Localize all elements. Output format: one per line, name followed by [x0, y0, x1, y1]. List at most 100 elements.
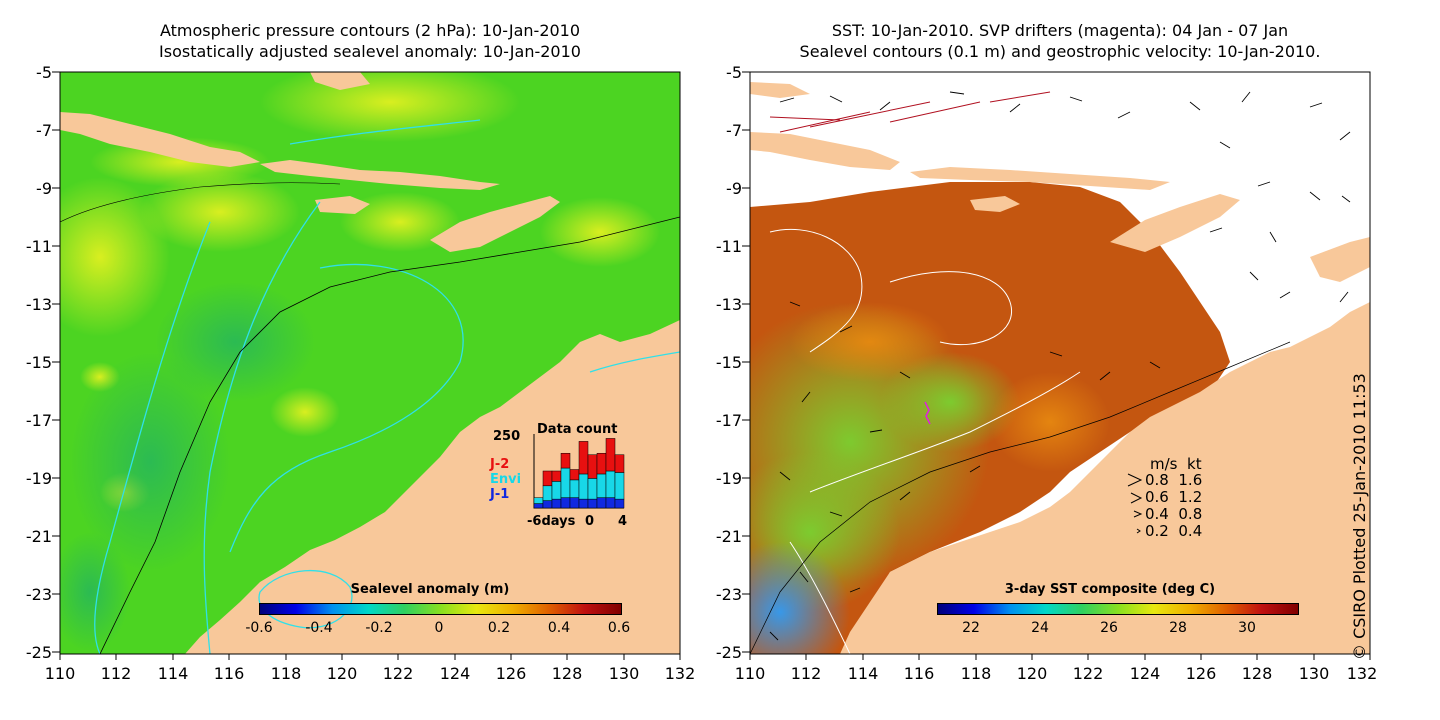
colorbar-tick: 0.2 [487, 620, 511, 636]
ytick-label: -13 [715, 295, 742, 314]
ytick-label: -21 [25, 527, 52, 546]
ytick-label: -11 [715, 237, 742, 256]
colorbar-tick: -0.2 [365, 620, 393, 636]
sealevel-anomaly-map [60, 72, 680, 654]
bar-envi [551, 481, 562, 500]
xtick-label: 110 [44, 664, 76, 683]
right-title-line2: Sealevel contours (0.1 m) and geostrophi… [799, 42, 1321, 61]
bar-envi [560, 467, 571, 498]
bar-j1 [614, 498, 625, 509]
xtick-label: 122 [382, 664, 414, 683]
ytick-label: -7 [36, 121, 52, 140]
ytick-label: -17 [25, 411, 52, 430]
xtick-label: 116 [213, 664, 245, 683]
bar-j2 [560, 452, 571, 469]
xtick-label: 120 [1016, 664, 1048, 683]
ytick-label: -23 [25, 585, 52, 604]
xtick-label: 112 [100, 664, 132, 683]
ytick-label: -13 [25, 295, 52, 314]
ytick-label: -25 [715, 643, 742, 662]
velocity-arrow-icons [1127, 473, 1143, 534]
bar-j1 [560, 497, 571, 509]
bar-j1 [578, 498, 589, 509]
xtick-label: 132 [664, 664, 696, 683]
ytick-label: -11 [25, 237, 52, 256]
data-count-xlabel: 4 [618, 514, 628, 529]
bar-j1 [587, 498, 598, 509]
colorbar-tick: 26 [1100, 620, 1118, 636]
ytick-label: -17 [715, 411, 742, 430]
bar-j1 [551, 498, 562, 509]
ytick-label: -19 [25, 469, 52, 488]
bar-j1 [542, 500, 553, 509]
xtick-label: 118 [960, 664, 992, 683]
bar-j2 [587, 454, 598, 479]
xtick-label: 130 [608, 664, 640, 683]
xtick-label: 122 [1072, 664, 1104, 683]
sst-colorbar-label: 3-day SST composite (deg C) [1004, 582, 1216, 597]
velocity-legend-row: 0.6 1.2 [1145, 488, 1203, 506]
bar-j2 [551, 470, 562, 482]
xtick-label: 132 [1346, 664, 1378, 683]
xtick-label: 128 [551, 664, 583, 683]
bar-j1 [596, 497, 607, 509]
data-count-title: Data count [537, 422, 618, 437]
ytick-label: -9 [726, 179, 742, 198]
ytick-label: -21 [715, 527, 742, 546]
xtick-label: 118 [270, 664, 302, 683]
bar-envi [542, 485, 553, 501]
xtick-label: 112 [790, 664, 822, 683]
bar-j2 [605, 438, 616, 472]
xtick-label: 114 [847, 664, 879, 683]
bar-envi [578, 473, 589, 500]
xtick-label: 116 [903, 664, 935, 683]
series-label-j1: J-1 [490, 487, 510, 502]
data-count-xlabel: 0 [585, 514, 595, 529]
xtick-label: 120 [326, 664, 358, 683]
ytick-label: -5 [726, 63, 742, 82]
colorbar-tick: 0.6 [607, 620, 631, 636]
data-count-ymax: 250 [493, 429, 521, 444]
bar-envi [614, 472, 625, 500]
colorbar-tick: 24 [1031, 620, 1049, 636]
velocity-legend-header: m/s kt [1150, 455, 1202, 473]
bar-j1 [569, 497, 580, 509]
series-label-envi: Envi [490, 472, 522, 487]
sst-map [750, 72, 1370, 654]
xtick-label: 128 [1241, 664, 1273, 683]
sla-colorbar [259, 603, 622, 615]
xtick-label: 124 [1129, 664, 1161, 683]
colorbar-tick: 0.4 [547, 620, 571, 636]
bar-j1 [605, 497, 616, 509]
colorbar-tick: -0.4 [305, 620, 333, 636]
sst-colorbar [937, 603, 1299, 615]
velocity-legend-row: 0.4 0.8 [1145, 505, 1203, 523]
ytick-label: -7 [726, 121, 742, 140]
velocity-legend-row: 0.8 1.6 [1145, 471, 1203, 489]
bar-j2 [542, 470, 553, 487]
bar-envi [533, 497, 544, 504]
bar-j2 [578, 441, 589, 475]
ytick-label: -15 [25, 353, 52, 372]
bar-envi [596, 473, 607, 498]
bar-envi [605, 470, 616, 498]
velocity-legend-row: 0.2 0.4 [1145, 522, 1203, 540]
data-count-xlabel: -6days [527, 514, 576, 529]
ytick-label: -19 [715, 469, 742, 488]
colorbar-tick: 30 [1238, 620, 1256, 636]
colorbar-tick: -0.6 [245, 620, 273, 636]
xtick-label: 114 [157, 664, 189, 683]
bar-j2 [614, 454, 625, 473]
colorbar-tick: 28 [1169, 620, 1187, 636]
sla-colorbar-label: Sealevel anomaly (m) [350, 582, 510, 597]
xtick-label: 124 [439, 664, 471, 683]
ytick-label: -23 [715, 585, 742, 604]
colorbar-tick: 22 [962, 620, 980, 636]
bar-j2 [596, 452, 607, 475]
xtick-label: 126 [495, 664, 527, 683]
bar-envi [569, 479, 580, 498]
bar-envi [587, 478, 598, 500]
xtick-label: 110 [734, 664, 766, 683]
ytick-label: -25 [25, 643, 52, 662]
bar-j2 [569, 469, 580, 481]
